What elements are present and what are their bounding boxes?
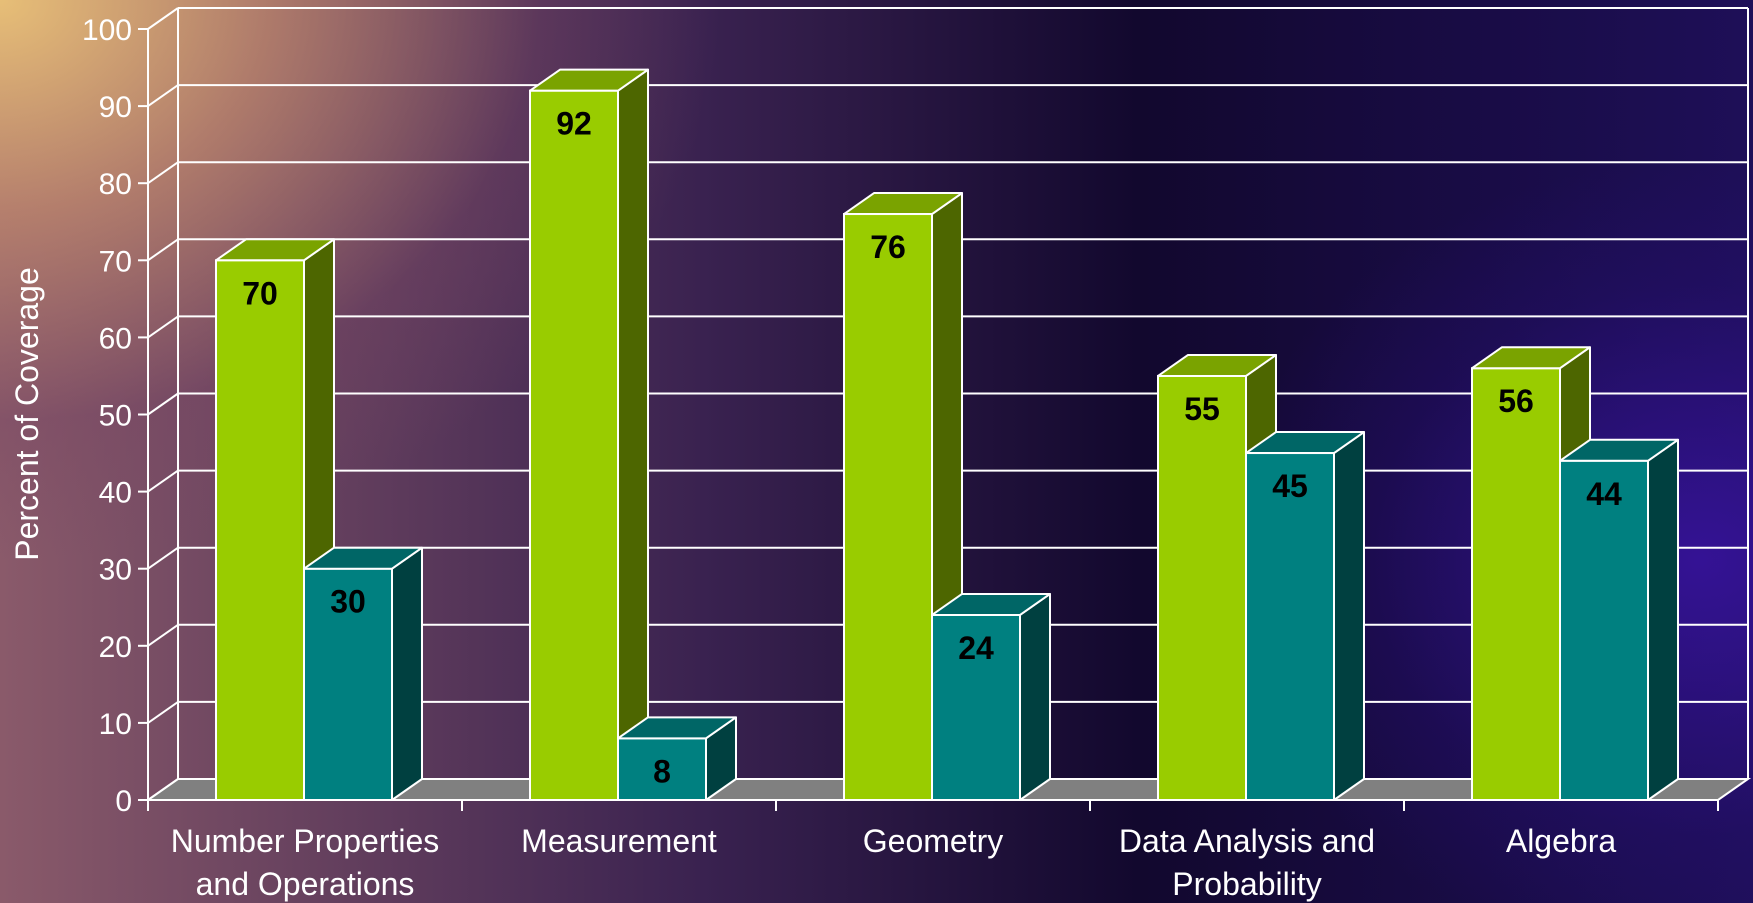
bar-side: [1648, 440, 1678, 800]
data-label: 30: [330, 584, 366, 620]
x-category-label-line: and Operations: [196, 866, 415, 902]
side-wall-line: [148, 239, 178, 260]
side-wall-line: [148, 85, 178, 106]
data-label: 76: [870, 229, 906, 265]
y-tick-label: 30: [99, 554, 132, 587]
bar: [1158, 376, 1246, 800]
bar: [1246, 453, 1334, 800]
bar: [844, 214, 932, 800]
x-category-label: Algebra: [1506, 823, 1617, 859]
y-tick-label: 60: [99, 322, 132, 355]
data-label: 92: [556, 106, 592, 142]
side-wall-line: [148, 8, 178, 29]
data-label: 45: [1272, 468, 1308, 504]
y-tick-label: 50: [99, 400, 132, 433]
y-tick-label: 80: [99, 168, 132, 201]
x-category-label: Measurement: [521, 823, 717, 859]
bar-side: [1020, 594, 1050, 800]
side-wall-line: [148, 162, 178, 183]
y-tick-label: 100: [82, 14, 132, 47]
bar-side: [618, 70, 648, 800]
x-category-label-line: Algebra: [1506, 823, 1617, 859]
y-tick-label: 40: [99, 477, 132, 510]
y-tick-label: 70: [99, 245, 132, 278]
bar: [530, 91, 618, 800]
x-category-label-line: Probability: [1172, 866, 1321, 902]
bar-side: [392, 548, 422, 800]
side-wall-line: [148, 471, 178, 492]
data-label: 55: [1184, 391, 1220, 427]
side-wall-line: [148, 702, 178, 723]
x-category-label-line: Number Properties: [171, 823, 440, 859]
y-axis-title: Percent of Coverage: [9, 267, 45, 561]
data-label: 44: [1586, 476, 1622, 512]
x-category-label-line: Geometry: [863, 823, 1003, 859]
side-wall-line: [148, 625, 178, 646]
data-label: 70: [242, 275, 278, 311]
side-wall-line: [148, 548, 178, 569]
x-category-label-line: Measurement: [521, 823, 717, 859]
side-wall-line: [148, 394, 178, 415]
x-category-label: Geometry: [863, 823, 1003, 859]
bar: [216, 260, 304, 800]
bar-side: [1334, 432, 1364, 800]
side-wall-line: [148, 316, 178, 337]
x-category-label: Number Properties and Operations: [171, 823, 440, 902]
y-tick-label: 10: [99, 708, 132, 741]
data-label: 8: [653, 753, 671, 789]
x-category-label: Data Analysis and Probability: [1119, 823, 1375, 902]
y-tick-label: 20: [99, 631, 132, 664]
data-label: 24: [958, 630, 994, 666]
bar: [1472, 368, 1560, 800]
y-tick-label: 90: [99, 91, 132, 124]
x-category-label-line: Data Analysis and: [1119, 823, 1375, 859]
chart-bars: [216, 70, 1678, 800]
data-label: 56: [1498, 383, 1534, 419]
y-tick-label: 0: [115, 785, 132, 818]
